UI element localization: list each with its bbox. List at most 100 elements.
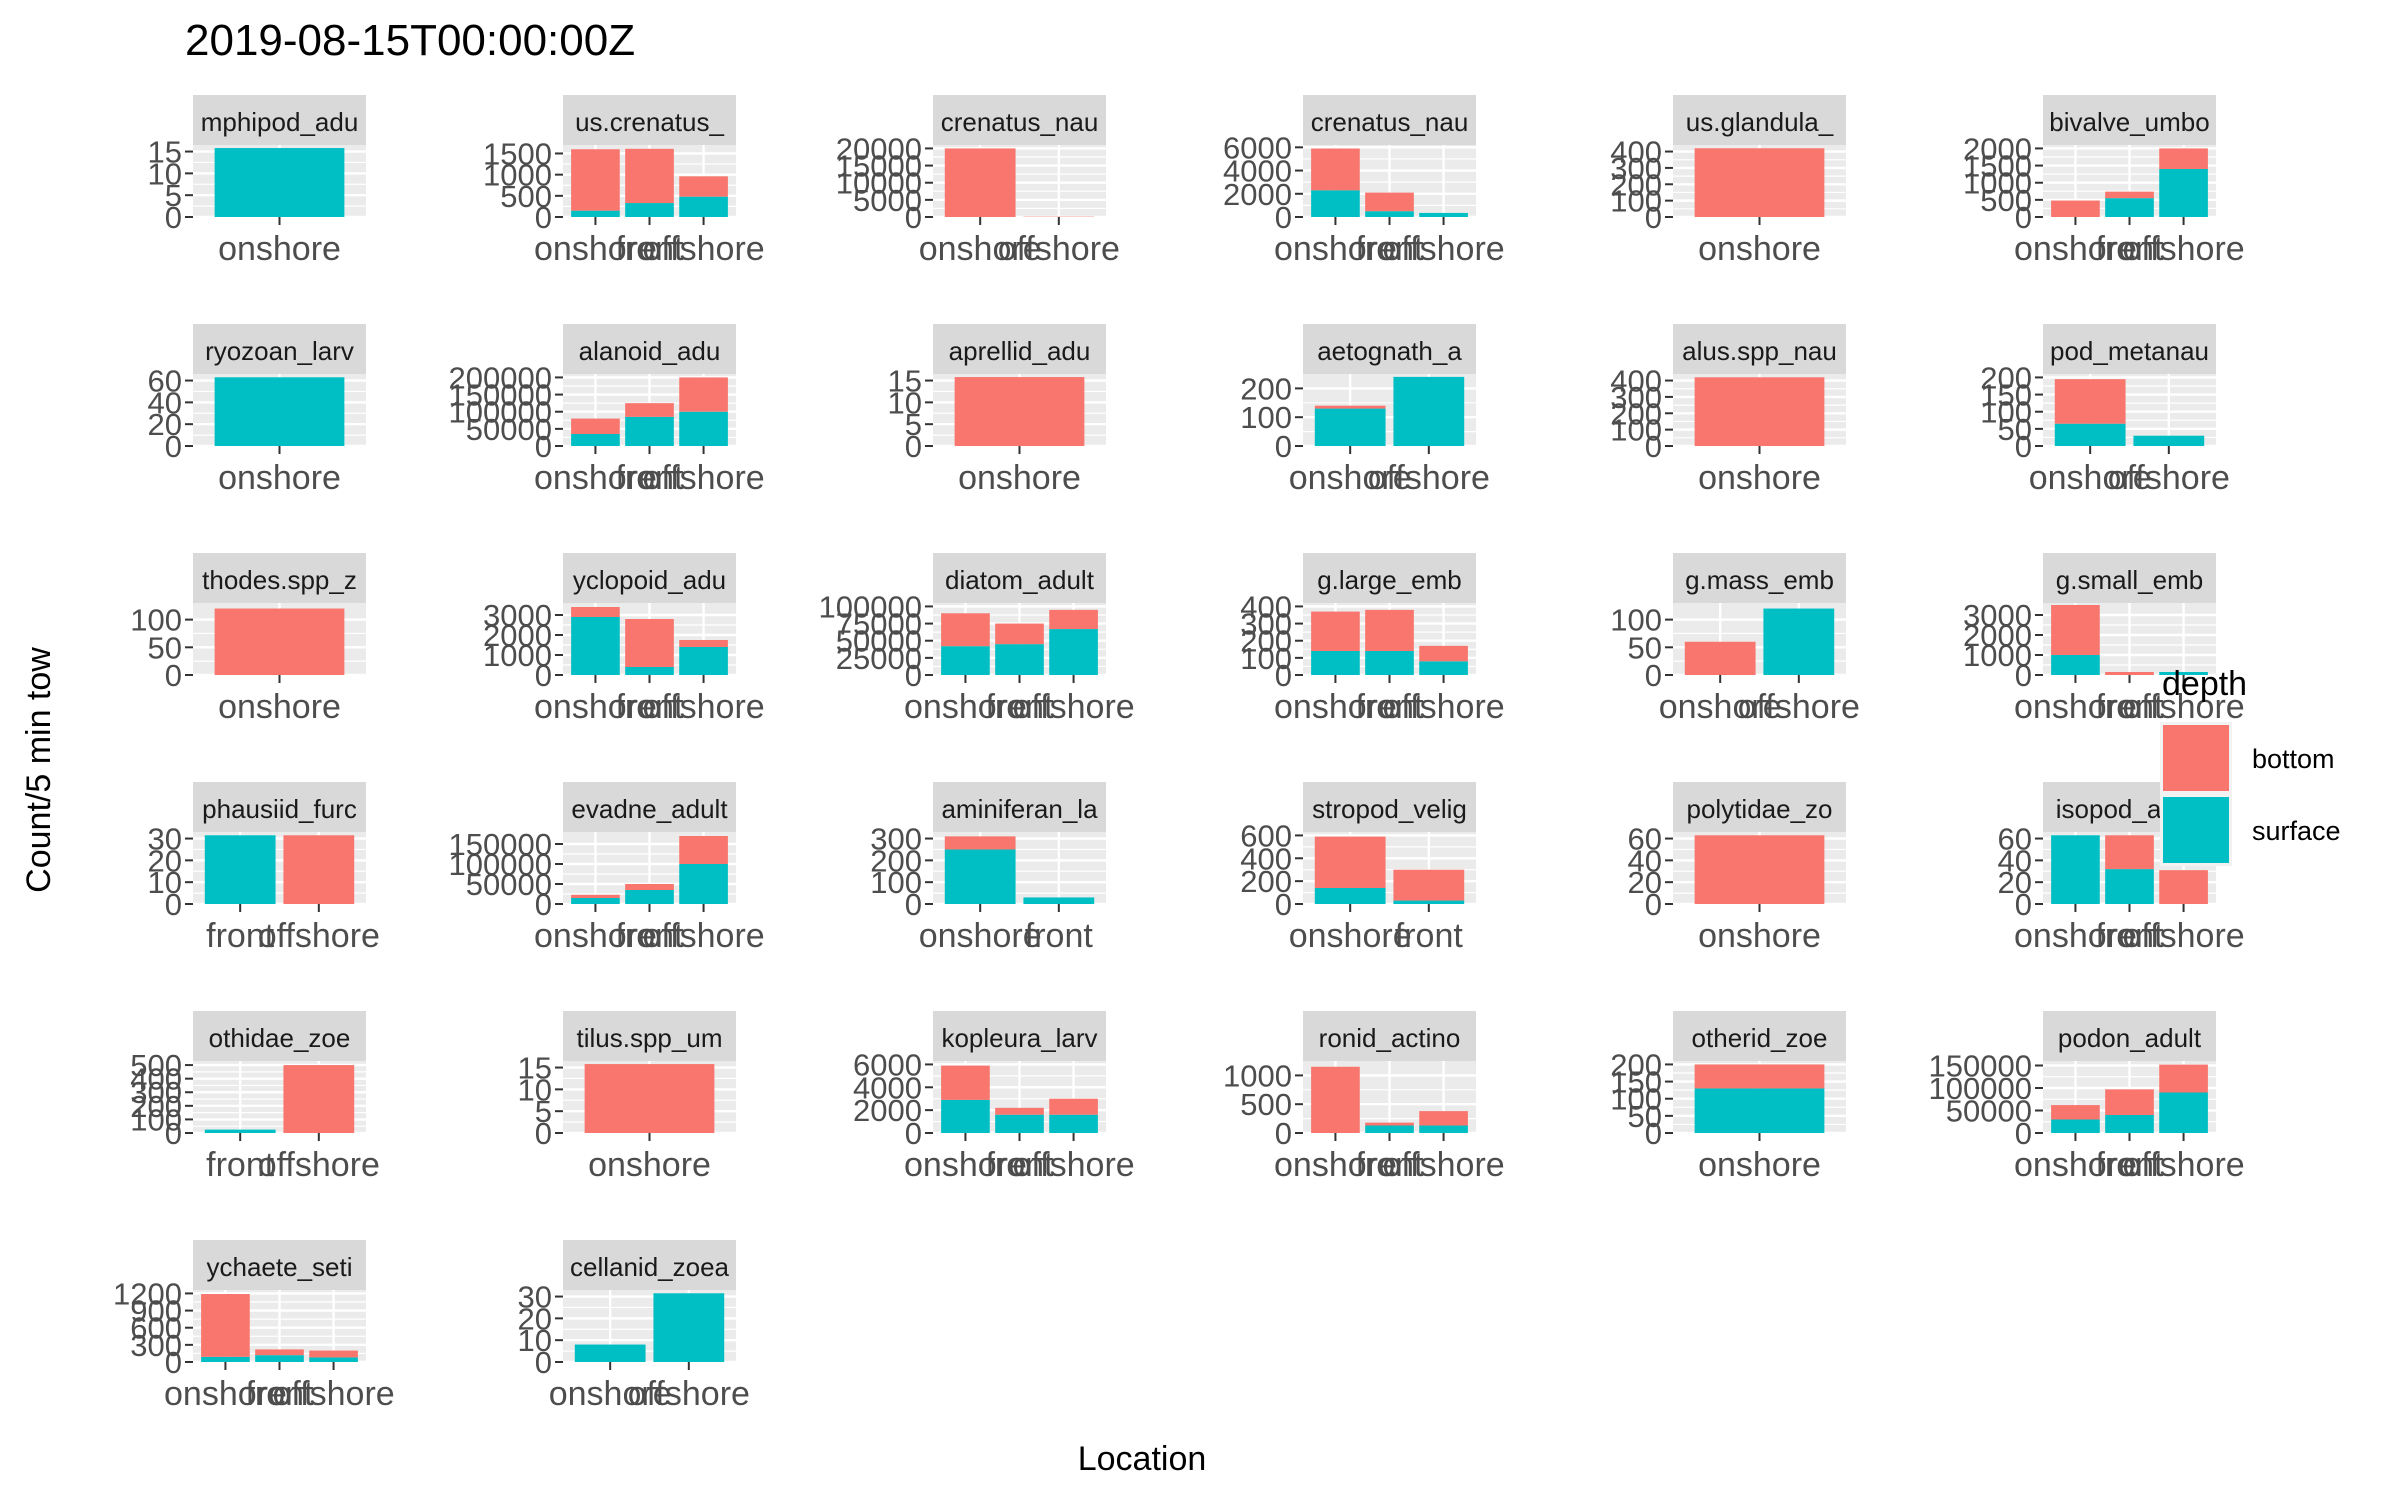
bar-bottom — [1315, 406, 1386, 409]
bar-bottom — [215, 609, 345, 675]
facet-strip-label: mphipod_adu — [201, 107, 359, 137]
bar-bottom — [1049, 610, 1098, 629]
x-tick-label: offshore — [1012, 1146, 1134, 1184]
y-tick-label: 6000 — [1223, 130, 1292, 165]
bar-bottom — [1685, 642, 1756, 675]
chart-title: 2019-08-15T00:00:00Z — [185, 16, 635, 65]
bar-surface — [205, 835, 276, 904]
facet-panel: us.crenatus_050010001500onshorefrontoffs… — [483, 95, 765, 268]
facet-strip-label: thodes.spp_z — [202, 565, 357, 595]
bar-surface — [941, 646, 990, 675]
y-tick-label: 400 — [1610, 364, 1662, 399]
y-tick-label: 3000 — [1963, 598, 2032, 633]
facet-strip-label: stropod_velig — [1312, 794, 1467, 824]
bar-bottom — [2055, 379, 2126, 424]
x-tick-label: onshore — [1698, 230, 1821, 268]
bar-surface — [1311, 651, 1360, 675]
facet-panel: bivalve_umbo0500100015002000onshorefront… — [1963, 95, 2245, 268]
x-tick-label: offshore — [628, 1375, 750, 1413]
facet-strip-label: alanoid_adu — [579, 336, 721, 366]
bar-bottom — [571, 149, 620, 210]
bar-bottom — [571, 607, 620, 617]
bar-surface — [1763, 609, 1834, 675]
x-tick-label: offshore — [1382, 230, 1504, 268]
bar-bottom — [679, 640, 728, 647]
y-tick-label: 30 — [518, 1280, 552, 1315]
facet-strip-label: alus.spp_nau — [1682, 336, 1837, 366]
facet-strip-label: ryozoan_larv — [205, 336, 354, 366]
facet-strip-label: bivalve_umbo — [2049, 107, 2209, 137]
bar-surface — [653, 1293, 724, 1362]
y-tick-label: 100 — [130, 603, 182, 638]
y-tick-label: 400 — [1610, 135, 1662, 170]
x-tick-label: offshore — [2122, 230, 2244, 268]
bar-bottom — [2105, 835, 2154, 869]
facet-strip-label: pod_metanau — [2050, 336, 2209, 366]
bar-bottom — [679, 377, 728, 411]
facet-panel: diatom_adult0250005000075000100000onshor… — [819, 553, 1135, 726]
x-tick-label: onshore — [1698, 917, 1821, 955]
facet-strip-label: crenatus_nau — [1311, 107, 1469, 137]
bar-bottom — [679, 176, 728, 196]
bar-bottom — [2159, 148, 2208, 169]
bar-surface — [941, 1100, 990, 1133]
bar-bottom — [283, 835, 354, 904]
bar-bottom — [625, 149, 674, 203]
bar-bottom — [955, 377, 1085, 446]
bar-bottom — [1311, 148, 1360, 190]
x-tick-label: onshore — [588, 1146, 711, 1184]
bar-surface — [625, 667, 674, 675]
bar-surface — [255, 1355, 304, 1362]
bar-surface — [1365, 651, 1414, 675]
y-tick-label: 600 — [1240, 818, 1292, 853]
bar-surface — [1695, 1088, 1825, 1133]
bar-surface — [1023, 897, 1094, 904]
bar-surface — [679, 647, 728, 675]
bar-surface — [1315, 888, 1386, 904]
facet-strip-label: kopleura_larv — [941, 1023, 1097, 1053]
y-tick-label: 1000 — [1223, 1058, 1292, 1093]
bar-surface — [2055, 424, 2126, 446]
bar-surface — [679, 864, 728, 904]
x-tick-label: offshore — [1368, 459, 1490, 497]
legend-key-surface — [2163, 797, 2229, 863]
x-tick-label: offshore — [642, 688, 764, 726]
bar-bottom — [2051, 1105, 2100, 1119]
bar-bottom — [941, 613, 990, 646]
facet-strip-label: ronid_actino — [1319, 1023, 1461, 1053]
y-tick-label: 15 — [518, 1051, 552, 1086]
x-tick-label: onshore — [958, 459, 1081, 497]
x-tick-label: offshore — [258, 1146, 380, 1184]
y-tick-label: 200 — [1980, 360, 2032, 395]
bar-bottom — [1365, 193, 1414, 212]
y-tick-label: 200 — [1610, 1047, 1662, 1082]
facet-strip-label: otherid_zoe — [1692, 1023, 1828, 1053]
facet-strip-label: crenatus_nau — [941, 107, 1099, 137]
bar-bottom — [995, 1108, 1044, 1115]
x-tick-label: offshore — [258, 917, 380, 955]
facet-strip-label: aprellid_adu — [949, 336, 1091, 366]
bar-bottom — [679, 836, 728, 864]
y-tick-label: 60 — [1998, 822, 2032, 857]
facet-panel: kopleura_larv0200040006000onshorefrontof… — [853, 1011, 1135, 1184]
bar-bottom — [2051, 201, 2100, 217]
bar-surface — [2133, 436, 2204, 446]
bar-bottom — [1419, 646, 1468, 661]
bar-bottom — [255, 1349, 304, 1355]
y-tick-label: 400 — [1240, 589, 1292, 624]
bar-surface — [1419, 1126, 1468, 1133]
facet-strip-label: yclopoid_adu — [573, 565, 726, 595]
bar-bottom — [571, 419, 620, 434]
bar-bottom — [2105, 192, 2154, 199]
facet-strip-label: phausiid_furc — [202, 794, 357, 824]
y-tick-label: 500 — [130, 1048, 182, 1083]
